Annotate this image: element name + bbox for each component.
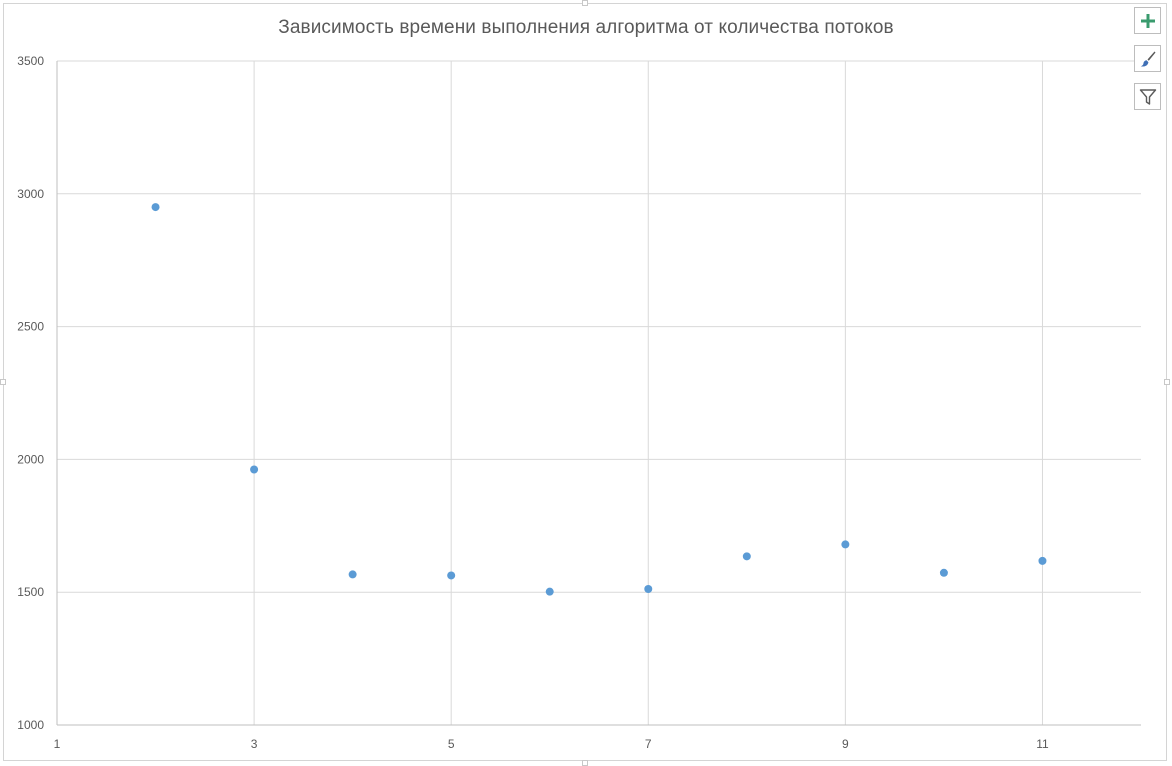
data-point[interactable] [742,552,751,561]
x-tick-label: 11 [1036,737,1049,751]
data-point[interactable] [151,203,160,212]
data-point[interactable] [545,587,554,596]
data-point[interactable] [644,585,653,594]
x-tick-label: 5 [448,737,455,751]
gridlines [57,60,1141,725]
data-point[interactable] [447,571,456,580]
chart-filters-button[interactable] [1134,83,1161,110]
data-point[interactable] [348,570,357,579]
resize-handle-top[interactable] [582,0,588,6]
y-tick-label: 1500 [17,585,44,599]
x-tick-label: 3 [251,737,258,751]
resize-handle-right[interactable] [1164,379,1170,385]
chart-title[interactable]: Зависимость времени выполнения алгоритма… [278,17,894,38]
data-series [151,203,1047,596]
tick-labels: 1000 1500 2000 2500 3000 3500 1 3 5 7 9 11 [17,54,1049,751]
brush-icon [1140,51,1155,67]
resize-handle-left[interactable] [0,379,6,385]
y-tick-label: 3500 [17,54,44,68]
y-tick-label: 1000 [17,718,44,732]
data-point[interactable] [1038,556,1047,565]
y-tick-label: 3000 [17,187,44,201]
data-point[interactable] [841,540,850,549]
filter-icon [1139,88,1156,105]
y-tick-label: 2500 [17,320,44,334]
x-tick-label: 1 [54,737,61,751]
chart-area[interactable] [3,3,1167,761]
y-tick-label: 2000 [17,452,44,466]
chart-styles-button[interactable] [1134,45,1161,72]
x-tick-label: 9 [842,737,849,751]
data-point[interactable] [250,465,259,474]
data-point[interactable] [939,568,948,577]
chart-elements-button[interactable] [1134,7,1161,34]
axes [56,61,1141,726]
plus-icon [1140,13,1155,28]
x-tick-label: 7 [645,737,652,751]
